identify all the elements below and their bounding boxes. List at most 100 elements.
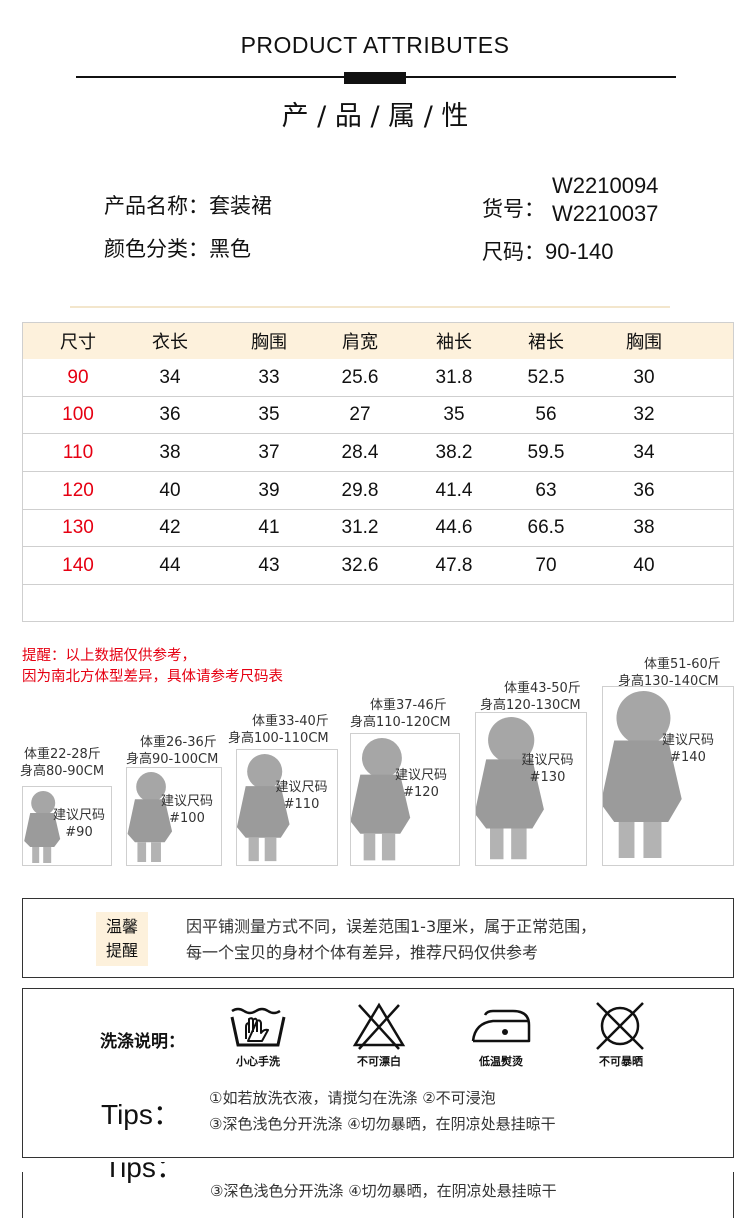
- size-guide-rec-size: #100: [169, 811, 205, 826]
- tips-text: ①如若放洗衣液，请搅匀在洗涤 ②不可浸泡 ③深色浅色分开洗涤 ④切勿暴晒，在阴凉…: [209, 1085, 556, 1137]
- size-table-header-cell: 胸围: [626, 332, 662, 353]
- warm-tips-line2: 每一个宝贝的身材个体有差异，推荐尺码仅供参考: [186, 943, 539, 962]
- size-table-header-cell: 裙长: [528, 332, 564, 353]
- table-cell: 52.5: [527, 366, 565, 388]
- child-silhouette-icon: [603, 691, 682, 858]
- warm-tips-badge-line2: 提醒: [105, 941, 138, 960]
- duplicate-box-left-edge: [22, 1172, 23, 1218]
- size-label-cell: 130: [62, 517, 94, 538]
- product-sku-2: W2210037: [552, 201, 659, 226]
- size-guide-weight: 体重43-50斤: [504, 681, 581, 696]
- table-cell: 56: [535, 404, 557, 425]
- size-guide-height: 身高100-110CM: [228, 731, 329, 746]
- size-guide-rec-label: 建议尺码: [661, 733, 714, 748]
- product-size-label: 尺码：: [482, 240, 545, 264]
- table-cell: 44: [159, 554, 181, 576]
- no-sun-dry-label: 不可暴晒: [599, 1055, 643, 1068]
- size-guide-weight: 体重26-36斤: [140, 735, 217, 750]
- size-guide-rec-size: #110: [283, 797, 320, 812]
- table-cell: 40: [633, 554, 655, 576]
- size-label-cell: 120: [62, 479, 94, 501]
- table-cell: 35: [443, 404, 465, 425]
- hand-wash-label: 小心手洗: [236, 1055, 280, 1068]
- table-cell: 47.8: [435, 554, 473, 576]
- table-cell: 29.8: [341, 479, 379, 501]
- wash-title: 洗涤说明：: [100, 1032, 185, 1052]
- hand-wash-icon: [230, 1007, 286, 1047]
- size-label-cell: 140: [62, 554, 94, 576]
- size-guide-height: 身高110-120CM: [350, 715, 451, 730]
- product-name: 产品名称：套装裙: [104, 194, 272, 218]
- section-title-cn: 产 / 品 / 属 / 性: [281, 101, 469, 132]
- size-guide-height: 身高90-100CM: [126, 752, 219, 767]
- warm-tips-text: 因平铺测量方式不同，误差范围1-3厘米，属于正常范围， 每一个宝贝的身材个体有差…: [186, 914, 596, 966]
- no-sun-dry-icon: [596, 1002, 644, 1050]
- size-guide-recommendation: 建议尺码 #130: [513, 752, 582, 786]
- tips-line2: ③深色浅色分开洗涤 ④切勿暴晒，在阴凉处悬挂晾干: [209, 1115, 556, 1133]
- table-cell: 27: [349, 404, 371, 425]
- duplicate-tips-label: Tips：: [104, 1162, 184, 1183]
- table-cell: 37: [258, 441, 280, 463]
- data-reminder-line1: 提醒：以上数据仅供参考，: [22, 648, 196, 664]
- table-cell: 59.5: [527, 441, 565, 463]
- size-guide-rec-size: #140: [670, 750, 706, 765]
- size-guide-card: 建议尺码 #90: [22, 786, 112, 866]
- size-guide-recommendation: 建议尺码 #90: [51, 807, 107, 841]
- table-cell: 38: [159, 441, 181, 463]
- section-title-en: PRODUCT ATTRIBUTES: [240, 32, 510, 58]
- table-cell: 34: [159, 366, 181, 388]
- size-guide-recommendation: 建议尺码 #100: [157, 793, 217, 827]
- size-guide-height: 身高120-130CM: [480, 698, 581, 713]
- size-guide-recommendation: 建议尺码 #140: [647, 732, 729, 766]
- size-table-header-cell: 袖长: [436, 332, 472, 353]
- size-guide-rec-size: #130: [529, 770, 566, 785]
- size-label-cell: 110: [62, 441, 94, 463]
- table-cell: 38: [633, 517, 655, 538]
- table-row: 110 38 37 28.4 38.2 59.5 34: [23, 434, 733, 472]
- product-color: 颜色分类：黑色: [104, 237, 251, 261]
- size-table-header-cell: 肩宽: [342, 332, 378, 353]
- table-cell: 33: [258, 366, 280, 388]
- table-cell: 36: [633, 479, 655, 501]
- size-guide-weight: 体重51-60斤: [644, 657, 721, 672]
- size-table-header: 尺寸 衣长 胸围 肩宽 袖长 裙长 胸围: [23, 323, 733, 359]
- table-cell: 36: [159, 404, 181, 425]
- size-guide-weight: 体重22-28斤: [24, 747, 101, 762]
- duplicate-tips-line2: ③深色浅色分开洗涤 ④切勿暴晒，在阴凉处悬挂晾干: [210, 1182, 557, 1200]
- size-guide-card: 建议尺码 #130: [475, 712, 587, 866]
- wash-instructions-box: 洗涤说明： 小心手洗 不可漂白 低温熨烫 不可暴晒 Tips： ①如若放洗衣液，…: [22, 988, 734, 1158]
- size-table-header-cell: 尺寸: [60, 332, 96, 353]
- warm-tips-line1: 因平铺测量方式不同，误差范围1-3厘米，属于正常范围，: [186, 917, 597, 936]
- product-size-range: 尺码：90-140: [482, 236, 614, 266]
- warm-tips-badge: 温馨 提醒: [96, 912, 148, 966]
- table-cell: 41: [258, 517, 280, 538]
- child-silhouette-icon: [351, 738, 411, 861]
- data-reminder-line2: 因为南北方体型差异，具体请参考尺码表: [22, 669, 283, 685]
- duplicate-box-right-edge: [733, 1172, 734, 1218]
- table-cell: 39: [258, 479, 280, 501]
- table-cell: 28.4: [341, 441, 379, 463]
- child-silhouette-icon: [24, 791, 61, 863]
- table-cell: 34: [633, 441, 655, 463]
- size-guide-weight: 体重37-46斤: [370, 698, 447, 713]
- size-guide-rec-size: #120: [403, 785, 439, 800]
- table-cell: 70: [535, 554, 557, 576]
- size-guide-card: 建议尺码 #120: [350, 733, 460, 866]
- warm-tips-box: 温馨 提醒 因平铺测量方式不同，误差范围1-3厘米，属于正常范围， 每一个宝贝的…: [22, 898, 734, 978]
- table-cell: 66.5: [527, 517, 565, 538]
- table-cell: 30: [633, 366, 655, 388]
- table-cell: 31.8: [435, 366, 473, 388]
- table-cell: 43: [258, 554, 280, 576]
- table-cell: 25.6: [341, 366, 379, 388]
- table-row: 130 42 41 31.2 44.6 66.5 38: [23, 510, 733, 547]
- child-silhouette-icon: [476, 717, 544, 860]
- size-guide-recommendation: 建议尺码 #110: [270, 779, 333, 813]
- low-iron-icon: [471, 1009, 531, 1043]
- size-guide-rec-size: #90: [65, 825, 93, 840]
- tips-label: Tips：: [101, 1099, 181, 1130]
- size-guide-card: 建议尺码 #100: [126, 767, 222, 866]
- table-cell: 41.4: [435, 479, 473, 501]
- table-row: 100 36 35 27 35 56 32: [23, 397, 733, 434]
- product-sku-label: 货号：: [482, 197, 545, 221]
- table-cell: 40: [159, 479, 181, 501]
